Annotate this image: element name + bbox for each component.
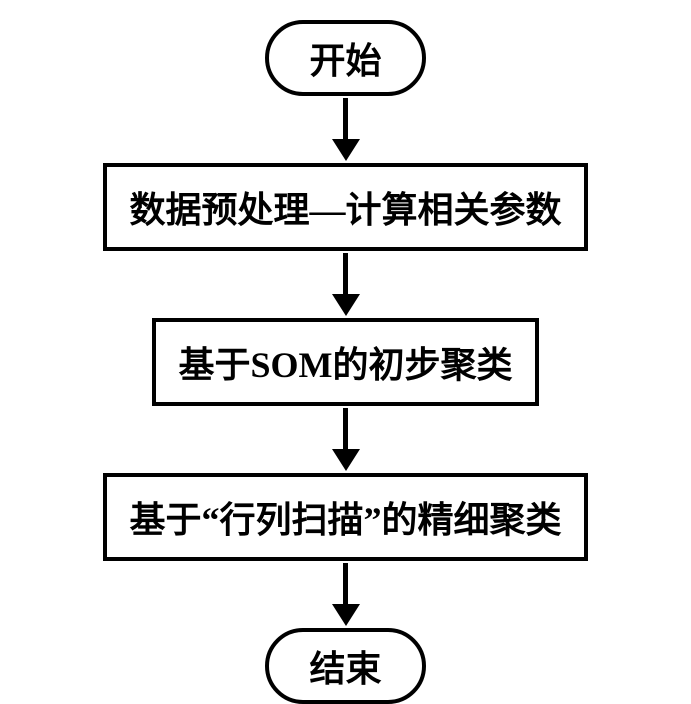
- arrow-line: [343, 408, 348, 450]
- step1-node: 数据预处理—计算相关参数: [103, 163, 587, 251]
- arrow-1: [332, 98, 360, 161]
- arrow-head-icon: [332, 294, 360, 316]
- arrow-2: [332, 253, 360, 316]
- step3-label: 基于“行列扫描”的精细聚类: [129, 500, 561, 540]
- arrow-line: [343, 563, 348, 605]
- arrow-line: [343, 253, 348, 295]
- start-label: 开始: [309, 41, 381, 81]
- arrow-head-icon: [332, 449, 360, 471]
- arrow-3: [332, 408, 360, 471]
- end-node: 结束: [265, 628, 425, 704]
- arrow-4: [332, 563, 360, 626]
- step3-node: 基于“行列扫描”的精细聚类: [103, 473, 587, 561]
- start-node: 开始: [265, 20, 425, 96]
- arrow-head-icon: [332, 604, 360, 626]
- end-label: 结束: [309, 649, 381, 689]
- arrow-line: [343, 98, 348, 140]
- step2-node: 基于SOM的初步聚类: [152, 318, 538, 406]
- step1-label: 数据预处理—计算相关参数: [129, 190, 561, 230]
- arrow-head-icon: [332, 139, 360, 161]
- step2-label: 基于SOM的初步聚类: [178, 345, 512, 385]
